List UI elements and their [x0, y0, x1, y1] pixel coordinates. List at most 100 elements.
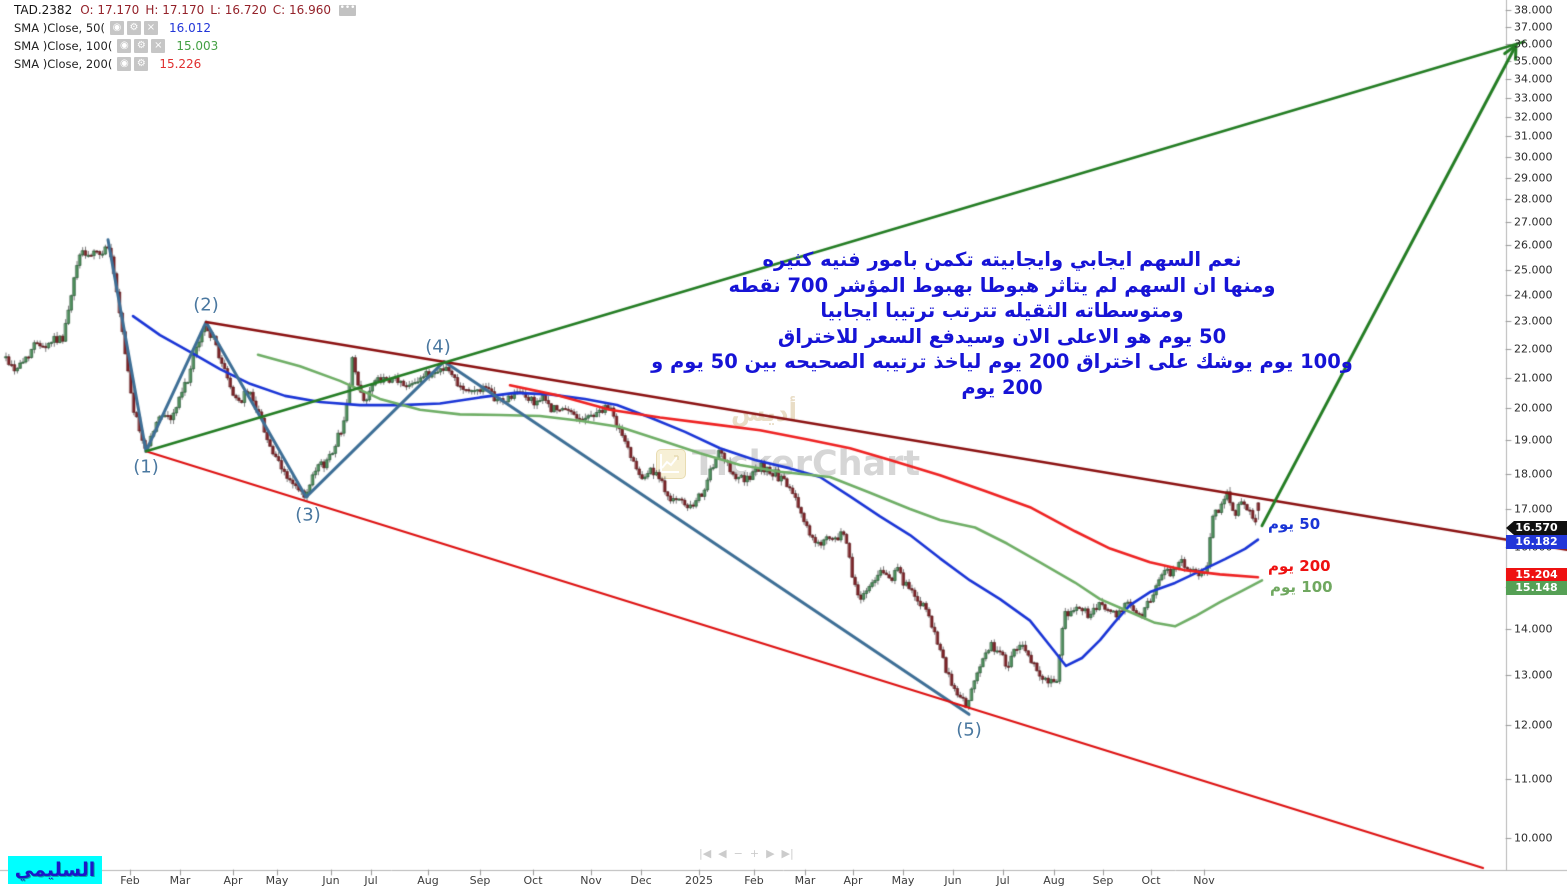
settings-icon[interactable]: ⚙: [134, 39, 149, 53]
annotation-line: و100 يوم يوشك على اختراق 200 يوم لياخذ ت…: [651, 350, 1353, 399]
scroll-start-button[interactable]: |◀: [699, 847, 712, 860]
chart-scroll-controls: |◀ ◀ − + ▶ ▶|: [699, 847, 794, 860]
price-tick-label: 17.000: [1514, 502, 1553, 516]
visibility-icon[interactable]: ◉: [117, 39, 132, 53]
price-tick-label: 28.000: [1514, 192, 1553, 206]
month-label: Oct: [1141, 874, 1161, 887]
price-tick-label: 25.000: [1514, 263, 1553, 277]
month-label: Apr: [843, 874, 863, 887]
price-tick-label: 35.000: [1514, 54, 1553, 68]
wave-label-3: (3): [295, 504, 321, 526]
month-label: Aug: [1043, 874, 1065, 887]
scroll-end-button[interactable]: ▶|: [781, 847, 794, 860]
wave-label-5: (5): [956, 719, 982, 741]
month-label: Jul: [364, 874, 378, 887]
month-label: Jul: [996, 874, 1010, 887]
indicator-row-sma50: SMA )Close, 50( ◉ ⚙ × 16.012: [14, 19, 356, 37]
annotation-line: ومنها ان السهم لم يتاثر هبوطا بهبوط المؤ…: [728, 273, 1276, 297]
brand-logo: السليمي: [8, 856, 102, 884]
price-tick-label: 21.000: [1514, 371, 1553, 385]
month-label: Mar: [794, 874, 816, 887]
price-tick-label: 22.000: [1514, 342, 1553, 356]
settings-icon[interactable]: ⚙: [134, 57, 149, 71]
remove-icon[interactable]: ×: [144, 21, 158, 35]
legend-panel: TAD.2382 O: 17.170 H: 17.170 L: 16.720 C…: [14, 1, 357, 73]
month-label: Mar: [169, 874, 191, 887]
price-tick-label: 23.000: [1514, 314, 1553, 328]
price-tick-label: 20.000: [1514, 401, 1553, 415]
price-tick-label: 32.000: [1514, 110, 1553, 124]
indicator-row-sma100: SMA )Close, 100( ◉ ⚙ × 15.003: [14, 37, 356, 55]
price-tick-label: 18.000: [1514, 467, 1553, 481]
indicator-row-sma200: SMA )Close, 200( ◉ ⚙ 15.226: [14, 55, 356, 73]
month-label: Aug: [417, 874, 439, 887]
price-tick-label: 14.000: [1514, 622, 1553, 636]
month-label: Jun: [944, 874, 962, 887]
month-label: 2025: [685, 874, 713, 887]
month-label: Apr: [223, 874, 243, 887]
indicator-label: SMA )Close, 50(: [14, 21, 105, 35]
remove-icon[interactable]: ×: [151, 39, 166, 53]
scroll-right-button[interactable]: ▶: [766, 847, 775, 860]
time-axis[interactable]: Feb Mar Apr May Jun Jul Aug Sep Oct Nov Dec 2025 Feb…: [0, 870, 1567, 891]
sma100-label: 100 يوم: [1270, 578, 1333, 596]
month-label: Jun: [322, 874, 340, 887]
price-tick-label: 13.000: [1514, 668, 1553, 682]
price-tick-label: 24.000: [1514, 288, 1553, 302]
wave-label-1: (1): [133, 456, 159, 478]
last-price-tag: 16.570: [1506, 521, 1567, 535]
month-label: May: [891, 874, 915, 887]
symbol-label: TAD.2382: [14, 3, 73, 17]
wave-label-2: (2): [193, 294, 219, 316]
sma200-price-tag: 15.204: [1506, 568, 1567, 582]
more-options-button[interactable]: •••: [339, 3, 357, 16]
price-tick-label: 12.000: [1514, 718, 1553, 732]
visibility-icon[interactable]: ◉: [117, 57, 132, 71]
month-label: Feb: [120, 874, 140, 887]
settings-icon[interactable]: ⚙: [127, 21, 141, 35]
month-label: Dec: [630, 874, 652, 887]
indicator-value: 15.226: [159, 57, 202, 71]
low-value: L: 16.720: [210, 3, 267, 17]
open-value: O: 17.170: [80, 3, 140, 17]
sma50-price-tag: 16.182: [1506, 535, 1567, 549]
price-tick-label: 30.000: [1514, 150, 1553, 164]
month-label: Feb: [744, 874, 764, 887]
price-tick-label: 38.000: [1514, 3, 1553, 17]
price-tick-label: 29.000: [1514, 171, 1553, 185]
price-tick-label: 36.000: [1514, 37, 1553, 51]
price-tick-label: 31.000: [1514, 129, 1553, 143]
close-value: C: 16.960: [272, 3, 332, 17]
zoom-out-button[interactable]: −: [733, 847, 743, 860]
month-label: Nov: [1193, 874, 1215, 887]
price-tick-label: 26.000: [1514, 238, 1553, 252]
wave-label-4: (4): [425, 336, 451, 358]
visibility-icon[interactable]: ◉: [110, 21, 124, 35]
indicator-value: 15.003: [176, 39, 219, 53]
price-tick-label: 34.000: [1514, 72, 1553, 86]
sma50-label: 50 يوم: [1268, 515, 1321, 533]
annotation-line: 50 يوم هو الاعلى الان وسيدفع السعر للاخت…: [777, 324, 1227, 348]
price-tick-label: 11.000: [1514, 772, 1553, 786]
annotation-line: نعم السهم ايجابي وايجابيته تكمن بامور فن…: [762, 248, 1242, 271]
sma200-label: 200 يوم: [1268, 557, 1331, 575]
month-label: Sep: [469, 874, 491, 887]
analysis-annotation: نعم السهم ايجابي وايجابيته تكمن بامور فن…: [642, 247, 1362, 400]
high-value: H: 17.170: [145, 3, 205, 17]
month-label: May: [265, 874, 289, 887]
price-tick-label: 19.000: [1514, 433, 1553, 447]
brand-logo-text: السليمي: [14, 859, 96, 881]
indicator-label: SMA )Close, 100(: [14, 39, 113, 53]
price-axis[interactable]: 38.000 37.000 36.000 35.000 34.000 33.000 32.0…: [1506, 0, 1567, 870]
month-label: Oct: [523, 874, 543, 887]
sma100-price-tag: 15.148: [1506, 581, 1567, 595]
symbol-row: TAD.2382 O: 17.170 H: 17.170 L: 16.720 C…: [14, 1, 357, 19]
price-tick-label: 33.000: [1514, 91, 1553, 105]
month-label: Sep: [1092, 874, 1114, 887]
price-tick-label: 37.000: [1514, 20, 1553, 34]
zoom-in-button[interactable]: +: [749, 847, 760, 860]
indicator-label: SMA )Close, 200(: [14, 57, 113, 71]
scroll-left-button[interactable]: ◀: [718, 847, 727, 860]
